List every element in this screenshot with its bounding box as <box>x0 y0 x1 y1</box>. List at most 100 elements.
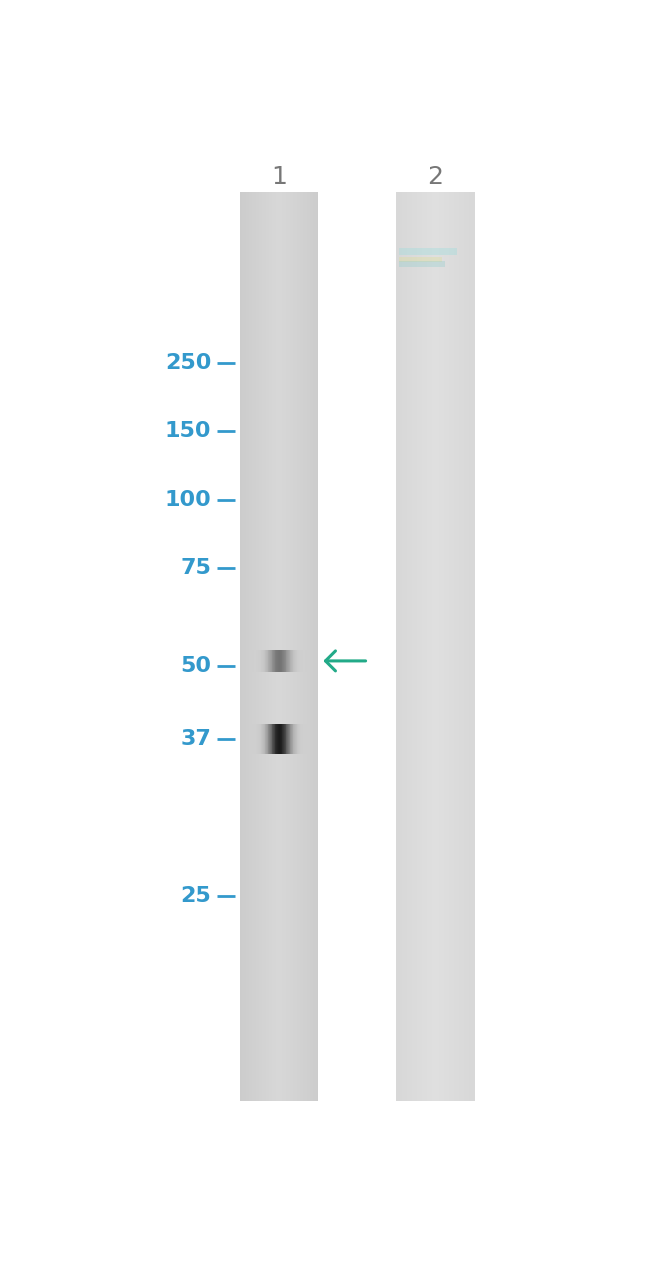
Bar <box>292 724 293 754</box>
Bar <box>296 192 297 1101</box>
Bar <box>459 192 460 1101</box>
Bar <box>408 192 409 1101</box>
Bar <box>439 192 440 1101</box>
Bar <box>284 724 285 754</box>
Bar <box>259 192 260 1101</box>
Bar <box>278 724 279 754</box>
Bar <box>284 192 285 1101</box>
Text: 250: 250 <box>165 353 211 372</box>
Bar <box>269 192 270 1101</box>
Bar <box>255 650 256 672</box>
Bar <box>288 192 289 1101</box>
Bar <box>404 192 405 1101</box>
Bar <box>308 650 309 672</box>
Bar <box>310 192 311 1101</box>
Text: 75: 75 <box>180 558 211 578</box>
Bar <box>270 650 271 672</box>
Bar <box>317 192 318 1101</box>
Bar <box>245 650 246 672</box>
Bar <box>298 650 299 672</box>
Bar <box>240 192 241 1101</box>
Bar <box>309 650 310 672</box>
Bar <box>250 724 252 754</box>
Bar <box>246 192 248 1101</box>
Bar <box>312 192 313 1101</box>
Bar <box>317 650 318 672</box>
Bar <box>263 650 264 672</box>
Bar <box>452 192 454 1101</box>
Bar <box>261 192 262 1101</box>
Bar <box>307 650 308 672</box>
Bar <box>451 192 452 1101</box>
Bar <box>254 650 255 672</box>
Bar <box>253 724 254 754</box>
Bar <box>269 650 270 672</box>
Bar <box>272 650 273 672</box>
Bar <box>472 192 473 1101</box>
Bar <box>242 650 244 672</box>
Bar <box>419 192 420 1101</box>
Bar <box>267 650 268 672</box>
Bar <box>309 724 310 754</box>
Bar <box>275 650 276 672</box>
Bar <box>285 650 287 672</box>
Bar <box>302 192 303 1101</box>
Bar <box>242 724 244 754</box>
Bar <box>270 192 271 1101</box>
Bar <box>295 724 296 754</box>
Bar <box>412 192 413 1101</box>
Bar <box>417 192 419 1101</box>
Bar <box>266 724 267 754</box>
Bar <box>444 192 445 1101</box>
Bar <box>301 192 302 1101</box>
Bar <box>268 192 269 1101</box>
Bar <box>299 650 300 672</box>
Bar <box>427 192 428 1101</box>
Bar <box>283 724 284 754</box>
Bar <box>415 192 416 1101</box>
Bar <box>316 192 317 1101</box>
Bar <box>428 192 429 1101</box>
Bar <box>287 192 288 1101</box>
Bar <box>274 192 275 1101</box>
Bar <box>278 650 279 672</box>
Bar <box>307 192 308 1101</box>
Bar <box>299 724 300 754</box>
Bar <box>248 650 249 672</box>
Bar <box>297 192 298 1101</box>
Bar <box>309 192 310 1101</box>
Bar <box>314 650 315 672</box>
Bar <box>303 650 304 672</box>
Bar <box>411 192 412 1101</box>
Bar <box>280 650 281 672</box>
Bar <box>244 724 245 754</box>
Bar <box>267 724 268 754</box>
Bar <box>401 192 402 1101</box>
Bar <box>300 650 301 672</box>
Bar <box>257 192 258 1101</box>
Bar <box>294 650 295 672</box>
Bar <box>289 724 291 754</box>
Bar <box>273 192 274 1101</box>
Bar <box>416 192 417 1101</box>
Bar <box>289 192 291 1101</box>
Bar <box>308 724 309 754</box>
Bar <box>464 192 465 1101</box>
Bar <box>279 192 280 1101</box>
Bar <box>272 724 273 754</box>
Bar <box>405 192 406 1101</box>
Bar <box>397 192 398 1101</box>
Bar <box>261 650 262 672</box>
Bar <box>303 724 304 754</box>
Bar <box>241 650 242 672</box>
Bar <box>287 650 288 672</box>
Bar <box>268 724 269 754</box>
Bar <box>256 192 257 1101</box>
Bar <box>305 650 306 672</box>
Bar <box>399 192 400 1101</box>
Bar <box>435 192 436 1101</box>
Bar <box>398 257 441 262</box>
Bar <box>432 192 433 1101</box>
Bar <box>434 192 435 1101</box>
Bar <box>240 724 241 754</box>
